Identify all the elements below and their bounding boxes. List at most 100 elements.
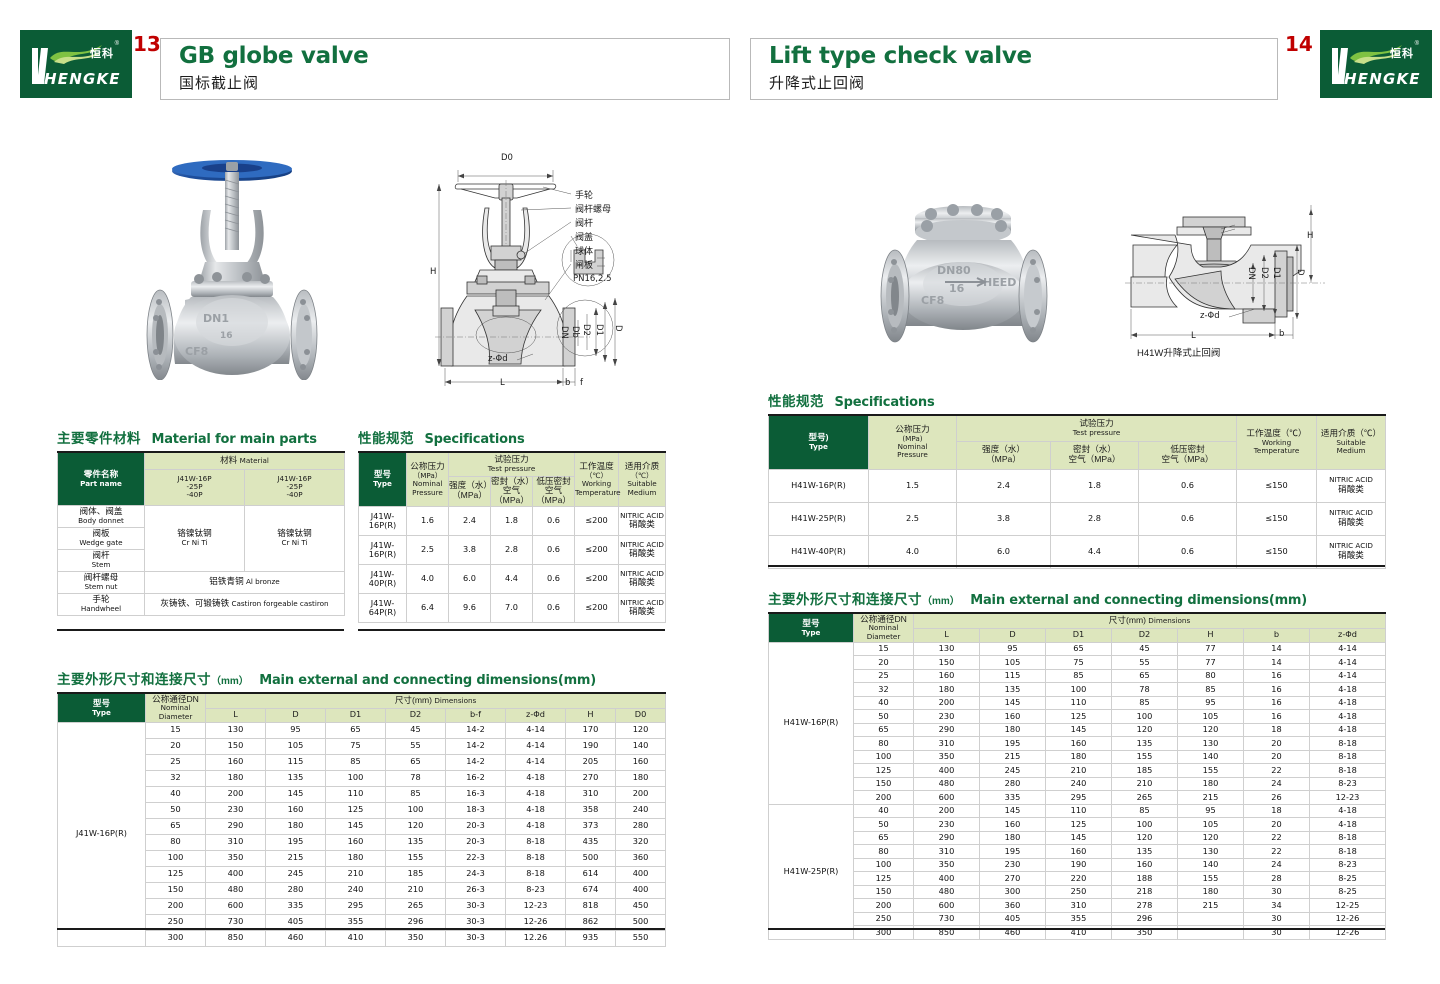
left-dims-col-D1: D1 (325, 707, 386, 723)
right-specs-type: H41W-25P(R) (768, 501, 869, 536)
left-specs-medium-en: NITRIC ACID (620, 540, 664, 550)
left-dims-cell-L: 480 (205, 881, 266, 899)
materials-header-partname-en: Part name (80, 478, 122, 488)
check-drawing-label-d1: D1 (1271, 267, 1281, 279)
right-specs-header-type: 型号) Type (768, 414, 869, 470)
materials-part-cn: 阀板 (92, 527, 110, 538)
left-dims-cell-D0: 450 (614, 897, 667, 915)
svg-text:DN80: DN80 (937, 264, 971, 277)
left-dims-dn: 150 (145, 881, 206, 899)
drawing-label-z-phi-d: z-Φd (488, 354, 508, 364)
left-specs-header-lowseal-unit: 空气（MPa） (536, 485, 571, 506)
left-dims-col-H: H (565, 707, 616, 723)
right-dims-cell-D1: 310 (1045, 898, 1112, 913)
right-specs-strength: 6.0 (956, 534, 1051, 569)
right-specs-temp: ≤150 (1236, 501, 1318, 536)
right-dims-cell-D: 105 (979, 655, 1046, 670)
left-specs-medium-cn: 硝酸类 (629, 577, 655, 588)
right-dims-header-dims: 尺寸(mm) Dimensions (913, 612, 1386, 629)
left-dims-cell-D2: 155 (385, 849, 446, 867)
right-dims-cell-D: 180 (979, 830, 1046, 845)
right-dims-dn: 50 (853, 817, 914, 832)
left-dims-cell-D: 95 (265, 721, 326, 739)
right-dims-header-dn-cn: 公称通径DN (860, 613, 907, 624)
right-dims-cell-L: 290 (913, 722, 980, 737)
table-row: 25 160 115 85 65 14-2 4-14 205 160 (58, 753, 667, 771)
materials-header-material-en: Material (239, 455, 269, 465)
drawing-label-handwheel: 手轮 (575, 190, 594, 200)
right-dims-cell-H: 215 (1177, 898, 1244, 913)
right-dims-cell-b: 24 (1243, 776, 1310, 791)
left-dims-cell-H: 818 (565, 897, 616, 915)
right-dims-cell-z-Φd: 4-18 (1309, 709, 1386, 724)
right-dims-cell-D: 280 (979, 776, 1046, 791)
right-dims-cell-D: 160 (979, 709, 1046, 724)
right-dims-cell-D2: 185 (1111, 763, 1178, 778)
left-dims-cell-D1: 410 (325, 929, 386, 947)
left-dims-cell-D: 215 (265, 849, 326, 867)
right-dims-cell-H: 95 (1177, 803, 1244, 818)
drawing-label-dn: DN (559, 326, 569, 339)
right-dims-dn: 250 (853, 911, 914, 926)
left-dims-cell-D1: 110 (325, 785, 386, 803)
right-specs-seal: 4.4 (1050, 534, 1139, 569)
left-specs-medium: NITRIC ACID 硝酸类 (618, 593, 667, 624)
drawing-label-d: D (613, 325, 623, 332)
left-specs-header-testpressure: 试验压力 Test pressure (447, 451, 576, 477)
right-dims-dn: 25 (853, 668, 914, 683)
svg-text:CF8: CF8 (185, 345, 208, 358)
right-dims-title-en: Main external and connecting dimensions(… (970, 593, 1308, 608)
drawing-label-pn: PN16,2.5 (573, 274, 612, 284)
svg-text:16: 16 (949, 282, 965, 295)
left-dims-cell-D: 135 (265, 769, 326, 787)
left-dims-cell-D2: 350 (385, 929, 446, 947)
right-specs-header-seal-cn: 密封（水） (1073, 444, 1116, 455)
right-dims-cell-D2: 188 (1111, 871, 1178, 886)
left-dims-table-bottom-rule (57, 928, 665, 930)
right-dims-cell-b: 30 (1243, 884, 1310, 899)
left-dims-cell-D2: 65 (385, 753, 446, 771)
right-dims-cell-D2: 100 (1111, 709, 1178, 724)
right-dims-cell-L: 230 (913, 817, 980, 832)
svg-text:16: 16 (220, 331, 233, 341)
left-dims-cell-D: 145 (265, 785, 326, 803)
table-row: 150 480 280 240 210 180 24 8-23 (769, 776, 1386, 791)
left-dims-header-type-cn: 型号 (92, 697, 111, 708)
left-dims-cell-b-f: 14-2 (445, 753, 506, 771)
materials-part-cell: 阀杆螺母 Stem nut (57, 570, 145, 594)
left-dims-header-dims-en: Dimensions (434, 695, 477, 705)
left-dims-cell-z-Φd: 12-23 (505, 897, 566, 915)
left-dims-header-dn-en2: Diameter (158, 711, 193, 721)
logo-h-bars-icon (32, 48, 48, 84)
table-row: 125 400 245 210 185 24-3 8-18 614 400 (58, 865, 667, 883)
right-dimensions-body: H41W-16P(R) 15 130 95 65 45 77 14 4-14 20 150 105 75… (768, 641, 1386, 940)
right-dims-cell-D1: 180 (1045, 749, 1112, 764)
right-specs-medium-en: NITRIC ACID (1329, 475, 1373, 485)
left-dims-cell-D2: 45 (385, 721, 446, 739)
right-dims-col-b: b (1243, 627, 1310, 643)
right-dims-cell-D: 405 (979, 911, 1046, 926)
right-specs-header-lowseal-cn: 低压密封 (1170, 444, 1205, 455)
left-specs-nominal: 4.0 (406, 564, 449, 595)
left-dims-cell-H: 205 (565, 753, 616, 771)
logo-chinese-text-right: 恒科 (1390, 48, 1414, 60)
svg-text:HEED: HEED (983, 276, 1016, 289)
left-dims-cell-H: 358 (565, 801, 616, 819)
right-dims-cell-D: 230 (979, 857, 1046, 872)
left-specs-header-seal: 密封（水） 空气（MPa） (490, 475, 534, 508)
drawing-label-stem: 阀杆 (575, 218, 594, 228)
right-dims-cell-z-Φd: 8-18 (1309, 830, 1386, 845)
right-dims-cell-D1: 125 (1045, 709, 1112, 724)
materials-title-en: Material for main parts (151, 432, 317, 447)
right-specs-header-strength: 强度（水） （MPa） (956, 440, 1051, 470)
page-title-en-right: Lift type check valve (769, 43, 1032, 69)
right-dims-type-label: H41W-16P(R) (768, 641, 854, 805)
table-row: 200 600 335 295 265 30-3 12-23 818 450 (58, 897, 667, 915)
left-dims-title-en: Main external and connecting dimensions(… (259, 673, 597, 688)
left-dims-header-dims-cn: 尺寸(mm) (394, 694, 433, 705)
left-dims-cell-D1: 100 (325, 769, 386, 787)
left-dims-cell-D: 115 (265, 753, 326, 771)
right-dims-cell-H: 130 (1177, 736, 1244, 751)
right-specs-header-medium: 适用介质（℃） Suitable Medium (1316, 414, 1387, 470)
table-row: J41W-16P(R) 2.5 3.8 2.8 0.6 ≤200 NITRIC … (358, 535, 667, 566)
